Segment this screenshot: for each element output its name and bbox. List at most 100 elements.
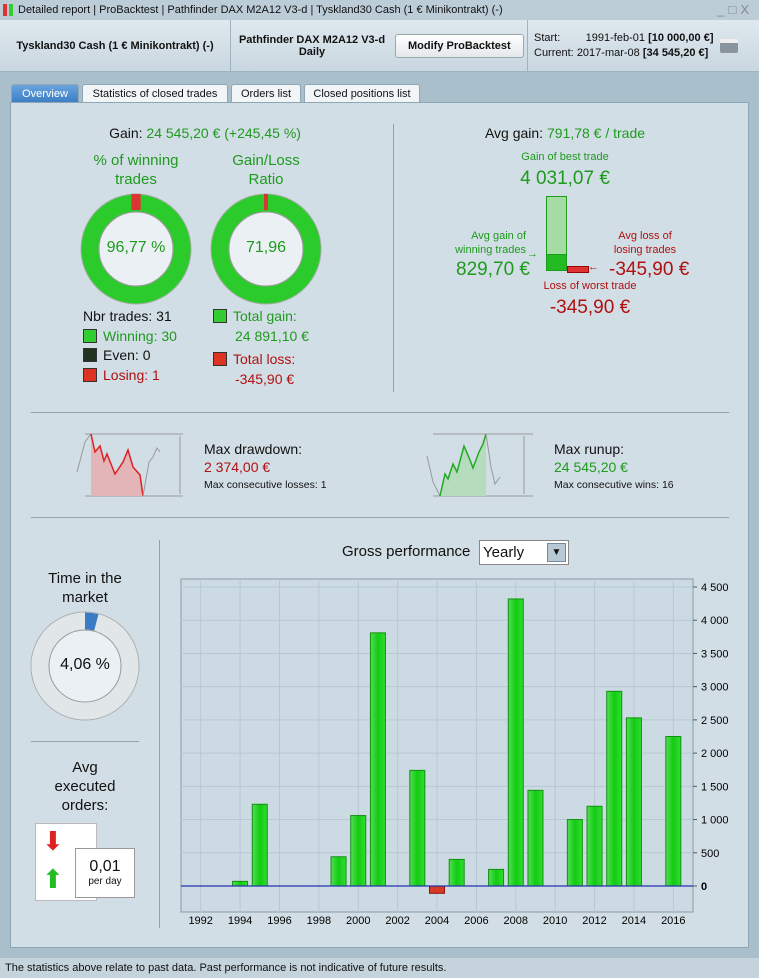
bar-2013 xyxy=(606,690,623,887)
gross-performance-chart: 1992 1994 1996 1998 2000 2002 2004 2006 2008 2010… xyxy=(180,578,729,927)
bar-2005 xyxy=(448,858,465,887)
avg-orders-box: 0,01 per day xyxy=(75,848,135,898)
bar-2014 xyxy=(625,717,642,887)
y-tick-label: 3 000 xyxy=(701,682,729,694)
period-select-value: Yearly xyxy=(483,544,525,561)
modify-probacktest-button[interactable]: Modify ProBacktest xyxy=(395,34,524,58)
system-name: Pathfinder DAX M2A12 V3-d xyxy=(238,34,386,46)
y-tick-label: 1 000 xyxy=(701,815,729,827)
maximize-button[interactable]: □ xyxy=(728,2,741,17)
bar-1995 xyxy=(251,803,268,887)
avg-orders-title: Avg executed orders: xyxy=(54,759,116,814)
total-gain-icon xyxy=(213,309,227,323)
avg-orders-value: 0,01 xyxy=(89,858,121,875)
avg-loss-bar xyxy=(567,266,589,273)
tab-statistics-closed-trades[interactable]: Statistics of closed trades xyxy=(82,84,228,103)
start-label: Start: xyxy=(534,32,561,44)
avg-loss-value: -345,90 € xyxy=(609,259,690,280)
time-in-market-value: 4,06 % xyxy=(60,656,110,673)
x-tick-label: 1994 xyxy=(228,915,252,927)
x-tick-label: 1996 xyxy=(267,915,291,927)
bar-2011 xyxy=(566,819,583,887)
y-tick-label: 2 500 xyxy=(701,715,729,727)
bar-1994 xyxy=(232,880,249,887)
even-count: Even: 0 xyxy=(103,347,151,363)
max-consecutive-wins: Max consecutive wins: 16 xyxy=(554,479,674,491)
bar-2000 xyxy=(350,815,367,887)
winning-pct: 96,77 % xyxy=(106,239,166,256)
bar-2016 xyxy=(665,736,682,887)
tab-closed-positions-list[interactable]: Closed positions list xyxy=(304,84,420,103)
time-in-market-title: Time in the market xyxy=(48,570,122,606)
y-tick-label: 3 500 xyxy=(701,648,729,660)
losing-legend-icon xyxy=(83,367,97,382)
winning-donut xyxy=(80,193,192,305)
avg-win-bar xyxy=(546,254,567,271)
chevron-down-icon[interactable]: ▼ xyxy=(547,543,566,562)
drawdown-sparkline xyxy=(76,433,183,497)
x-tick-label: 1992 xyxy=(188,915,212,927)
title-bar: Detailed report | ProBacktest | Pathfind… xyxy=(0,0,759,20)
avg-gain-summary: Avg gain: 791,78 € / trade xyxy=(484,125,646,141)
worst-trade-value: -345,90 € xyxy=(549,297,631,318)
tab-overview[interactable]: Overview xyxy=(11,84,79,103)
y-tick-label: 1 500 xyxy=(701,781,729,793)
losing-count: Losing: 1 xyxy=(103,366,160,383)
even-legend-icon xyxy=(83,348,97,362)
disclaimer: The statistics above relate to past data… xyxy=(0,958,759,978)
best-trade-value: 4 031,07 € xyxy=(520,168,610,189)
arrow-left-icon: ← xyxy=(588,261,599,273)
current-label: Current: xyxy=(534,47,574,59)
gain-summary: Gain: 24 545,20 € (+245,45 %) xyxy=(109,125,301,141)
arrow-right-icon: → xyxy=(527,248,538,260)
x-tick-label: 1998 xyxy=(307,915,331,927)
gross-performance-label: Gross performance xyxy=(342,543,471,560)
max-consecutive-losses: Max consecutive losses: 1 xyxy=(204,479,327,491)
app-logo-icon xyxy=(3,4,13,16)
worst-trade-label: Loss of worst trade xyxy=(543,280,637,292)
timeframe: Daily xyxy=(298,46,326,58)
max-drawdown-value: 2 374,00 € xyxy=(204,459,271,475)
ratio-donut xyxy=(210,193,322,305)
tab-orders-list[interactable]: Orders list xyxy=(231,84,301,103)
current-date: 2017-mar-08 xyxy=(576,47,640,59)
avg-orders-unit: per day xyxy=(88,876,122,887)
winning-title: % of winning trades xyxy=(93,152,179,188)
nbr-trades: Nbr trades: 31 xyxy=(83,308,172,324)
max-runup-value: 24 545,20 € xyxy=(554,459,628,475)
max-drawdown-label: Max drawdown: xyxy=(204,441,303,457)
header: Tyskland30 Cash (1 € Minikontrakt) (-) P… xyxy=(0,20,759,72)
print-icon[interactable] xyxy=(720,39,738,53)
avg-win-value: 829,70 € xyxy=(456,259,530,280)
y-tick-label: 2 000 xyxy=(701,748,729,760)
max-runup-label: Max runup: xyxy=(554,441,625,457)
minimize-button[interactable]: _ xyxy=(717,2,729,17)
current-value: [34 545,20 €] xyxy=(642,47,709,59)
x-tick-label: 2016 xyxy=(661,915,685,927)
window-title: Detailed report | ProBacktest | Pathfind… xyxy=(18,4,503,16)
bar-2001 xyxy=(369,632,386,887)
close-button[interactable]: X xyxy=(740,2,753,17)
winning-legend-icon xyxy=(83,328,97,343)
time-in-market-donut xyxy=(30,611,140,721)
avg-loss-label: Avg loss of losing trades xyxy=(613,230,677,256)
donut-fill xyxy=(31,612,139,720)
y-tick-label: 0 xyxy=(701,881,707,893)
x-tick-label: 2006 xyxy=(464,915,488,927)
period-select[interactable]: Yearly ▼ xyxy=(479,540,569,565)
bar-2004 xyxy=(429,885,445,894)
bar-1999 xyxy=(330,856,347,887)
total-gain: 24 891,10 € xyxy=(235,327,309,344)
trade-counts: Nbr trades: 31 Winning: 30 Even: 0 Losin… xyxy=(83,307,177,385)
bar-2008 xyxy=(507,598,524,887)
start-date: 1991-feb-01 xyxy=(585,32,645,44)
y-tick-label: 4 000 xyxy=(701,615,729,627)
x-tick-label: 2008 xyxy=(504,915,528,927)
y-tick-label: 500 xyxy=(701,848,719,860)
losing-slice xyxy=(131,194,141,210)
total-loss: -345,90 € xyxy=(235,370,295,387)
x-tick-label: 2002 xyxy=(385,915,409,927)
x-tick-label: 2010 xyxy=(543,915,567,927)
bar-2007 xyxy=(488,868,505,887)
runup-sparkline xyxy=(426,433,533,497)
